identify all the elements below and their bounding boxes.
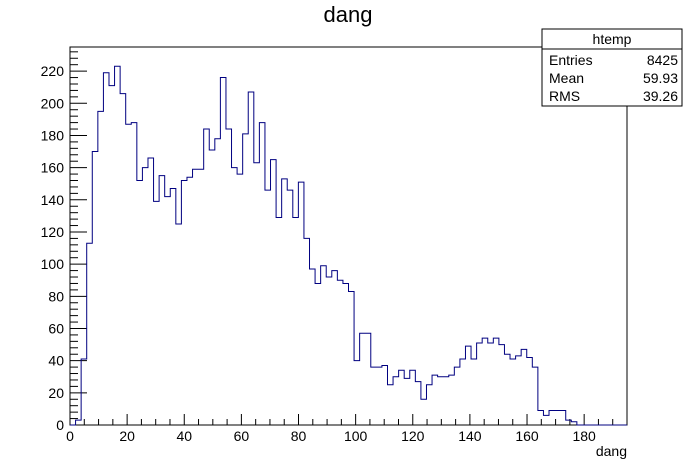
- y-tick-label: 180: [41, 127, 65, 143]
- histogram-series: [70, 66, 627, 425]
- y-tick-label: 140: [41, 192, 65, 208]
- y-tick-label: 160: [41, 160, 65, 176]
- x-tick-label: 40: [176, 428, 192, 444]
- x-tick-label: 140: [458, 428, 482, 444]
- stats-box-title: htemp: [593, 31, 632, 47]
- stats-box: htemp Entries 8425 Mean 59.93 RMS 39.26: [542, 29, 682, 106]
- y-tick-label: 100: [41, 256, 65, 272]
- y-tick-label: 220: [41, 63, 65, 79]
- stats-entries-value: 8425: [647, 52, 678, 68]
- x-axis-tick-labels: 0 20 40 60 80 100 120 140 160 180: [66, 428, 596, 444]
- y-tick-label: 80: [48, 288, 64, 304]
- x-tick-label: 60: [234, 428, 250, 444]
- y-tick-label: 120: [41, 224, 65, 240]
- stats-entries-label: Entries: [549, 52, 593, 68]
- x-tick-label: 20: [119, 428, 135, 444]
- x-tick-label: 80: [291, 428, 307, 444]
- stats-rms-label: RMS: [549, 88, 580, 104]
- y-tick-label: 20: [48, 385, 64, 401]
- stats-mean-value: 59.93: [643, 70, 678, 86]
- x-tick-label: 160: [515, 428, 539, 444]
- y-tick-label: 40: [48, 353, 64, 369]
- y-axis-tick-labels: 0 20 40 60 80 100 120 140 160 180 200 220: [41, 63, 65, 433]
- x-axis-title: dang: [596, 443, 627, 459]
- y-tick-label: 200: [41, 95, 65, 111]
- x-tick-label: 100: [344, 428, 368, 444]
- y-tick-label: 60: [48, 320, 64, 336]
- y-axis-ticks: [70, 52, 87, 425]
- stats-mean-label: Mean: [549, 70, 584, 86]
- x-tick-label: 120: [401, 428, 425, 444]
- x-tick-label: 180: [572, 428, 596, 444]
- x-tick-label: 0: [66, 428, 74, 444]
- chart-title: dang: [324, 2, 373, 27]
- stats-rms-value: 39.26: [643, 88, 678, 104]
- y-tick-label: 0: [56, 417, 64, 433]
